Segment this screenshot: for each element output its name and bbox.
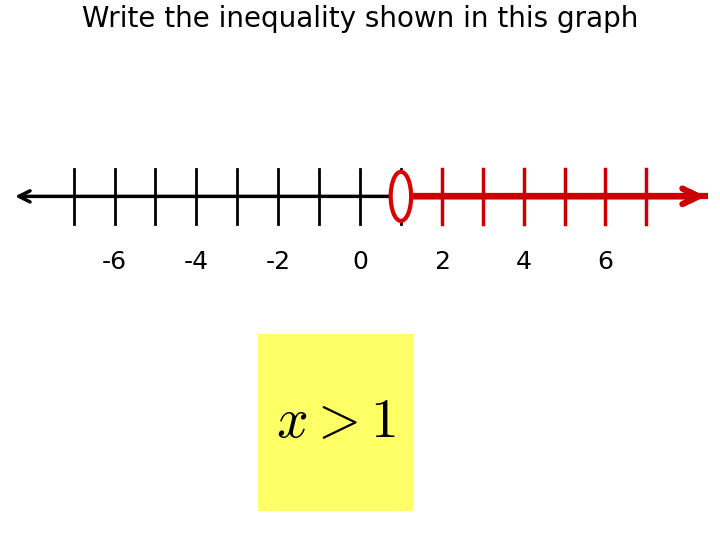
Text: 0: 0 xyxy=(352,251,368,274)
Text: -2: -2 xyxy=(266,251,291,274)
Text: 4: 4 xyxy=(516,251,531,274)
Text: 2: 2 xyxy=(434,251,450,274)
Text: -4: -4 xyxy=(184,251,209,274)
Text: $x > 1$: $x > 1$ xyxy=(276,395,395,449)
Text: 6: 6 xyxy=(598,251,613,274)
Text: Write the inequality shown in this graph: Write the inequality shown in this graph xyxy=(82,5,638,33)
Circle shape xyxy=(391,172,411,221)
FancyBboxPatch shape xyxy=(258,334,413,510)
Text: -6: -6 xyxy=(102,251,127,274)
